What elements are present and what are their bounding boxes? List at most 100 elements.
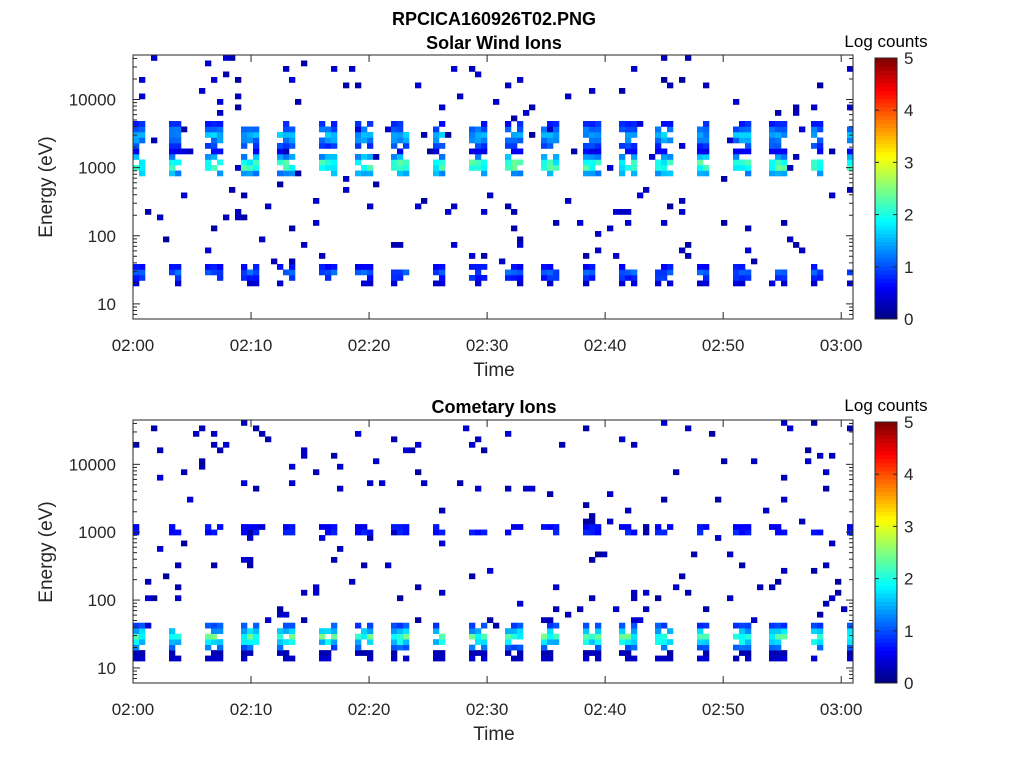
colorbar-swatch (875, 646, 897, 651)
heatmap-cell (619, 622, 626, 629)
heatmap-cell (403, 447, 410, 454)
colorbar-swatch (875, 528, 897, 533)
heatmap-cell (667, 639, 674, 645)
heatmap-cell (697, 628, 704, 634)
heatmap-cell (277, 181, 284, 188)
heatmap-cell (589, 556, 596, 563)
heatmap-cell (817, 622, 824, 629)
heatmap-cell (211, 269, 218, 276)
heatmap-cell (847, 148, 854, 155)
heatmap-cell (679, 573, 686, 580)
heatmap-cell (139, 639, 146, 645)
heatmap-cell (475, 137, 482, 144)
heatmap-cell (235, 104, 242, 111)
heatmap-cell (769, 633, 776, 640)
heatmap-cell (547, 126, 554, 133)
heatmap-cell (433, 280, 440, 287)
heatmap-cell (619, 633, 626, 640)
colorbar-swatch (875, 430, 897, 435)
colorbar-swatch (875, 470, 897, 476)
colorbar-tick-label: 2 (904, 206, 913, 225)
heatmap-cell (481, 126, 488, 133)
heatmap-cell (331, 622, 338, 629)
colorbar-swatch (875, 265, 897, 271)
heatmap-cell (469, 650, 476, 656)
heatmap-cell (325, 639, 332, 645)
colorbar-swatch (875, 593, 897, 598)
heatmap-cell (469, 264, 476, 270)
heatmap-cell (517, 633, 524, 640)
heatmap-cell (211, 77, 218, 83)
heatmap-cell (439, 507, 446, 514)
heatmap-cell (517, 628, 524, 634)
heatmap-cell (241, 524, 248, 530)
heatmap-cell (301, 589, 308, 596)
heatmap-cell (595, 132, 602, 138)
heatmap-cell (253, 159, 260, 166)
heatmap-cell (733, 275, 740, 281)
heatmap-cell (211, 655, 218, 662)
heatmap-cell (247, 535, 254, 541)
heatmap-cell (769, 148, 776, 155)
heatmap-cell (289, 628, 296, 634)
heatmap-cell (397, 644, 404, 651)
heatmap-cell (517, 242, 524, 248)
heatmap-cell (697, 622, 704, 629)
colorbar-swatch (875, 642, 897, 647)
colorbar-swatch (875, 576, 897, 582)
heatmap-cell (811, 165, 818, 171)
heatmap-cell (769, 165, 776, 171)
heatmap-cell (217, 639, 224, 645)
colorbar-swatch (875, 552, 897, 558)
heatmap-cell (223, 55, 230, 61)
heatmap-cell (697, 143, 704, 149)
heatmap-cell (451, 203, 458, 210)
colorbar-swatch (875, 674, 897, 680)
heatmap-cell (619, 170, 626, 177)
heatmap-cell (511, 633, 518, 640)
x-axis-label: Time (473, 724, 515, 745)
heatmap-cell (817, 452, 824, 459)
heatmap-cell (475, 132, 482, 138)
heatmap-cell (613, 253, 620, 259)
heatmap-cell (733, 644, 740, 651)
heatmap-cell (595, 551, 602, 558)
heatmap-cell (367, 170, 374, 177)
heatmap-cell (223, 71, 230, 78)
heatmap-cell (769, 280, 776, 287)
heatmap-cell (283, 121, 290, 127)
heatmap-cell (361, 137, 368, 144)
heatmap-cell (733, 655, 740, 662)
heatmap-cell (319, 639, 326, 645)
heatmap-cell (625, 529, 632, 536)
heatmap-cell (433, 655, 440, 662)
heatmap-cell (517, 264, 524, 270)
heatmap-cell (433, 639, 440, 645)
heatmap-cell (595, 148, 602, 155)
heatmap-cells (133, 55, 854, 287)
heatmap-cell (733, 633, 740, 640)
heatmap-cell (589, 595, 596, 602)
heatmap-cell (427, 148, 434, 155)
heatmap-cell (739, 529, 746, 536)
heatmap-cell (469, 148, 476, 155)
heatmap-cell (211, 121, 218, 127)
heatmap-cell (775, 633, 782, 640)
heatmap-cell (397, 529, 404, 536)
heatmap-cell (511, 209, 518, 215)
heatmap-cell (817, 628, 824, 634)
heatmap-cell (397, 595, 404, 602)
colorbar-tick-label: 5 (904, 413, 913, 432)
heatmap-cell (445, 209, 452, 215)
heatmap-cell (247, 650, 254, 656)
colorbar-swatch (875, 229, 897, 234)
heatmap-cell (343, 176, 350, 182)
heatmap-cell (181, 192, 188, 199)
heatmap-cell (403, 655, 410, 662)
heatmap-cell (775, 650, 782, 656)
heatmap-cell (757, 584, 764, 591)
heatmap-cell (553, 584, 560, 591)
x-tick-label: 02:20 (348, 336, 391, 355)
heatmap-cell (283, 622, 290, 629)
heatmap-cell (217, 132, 224, 138)
